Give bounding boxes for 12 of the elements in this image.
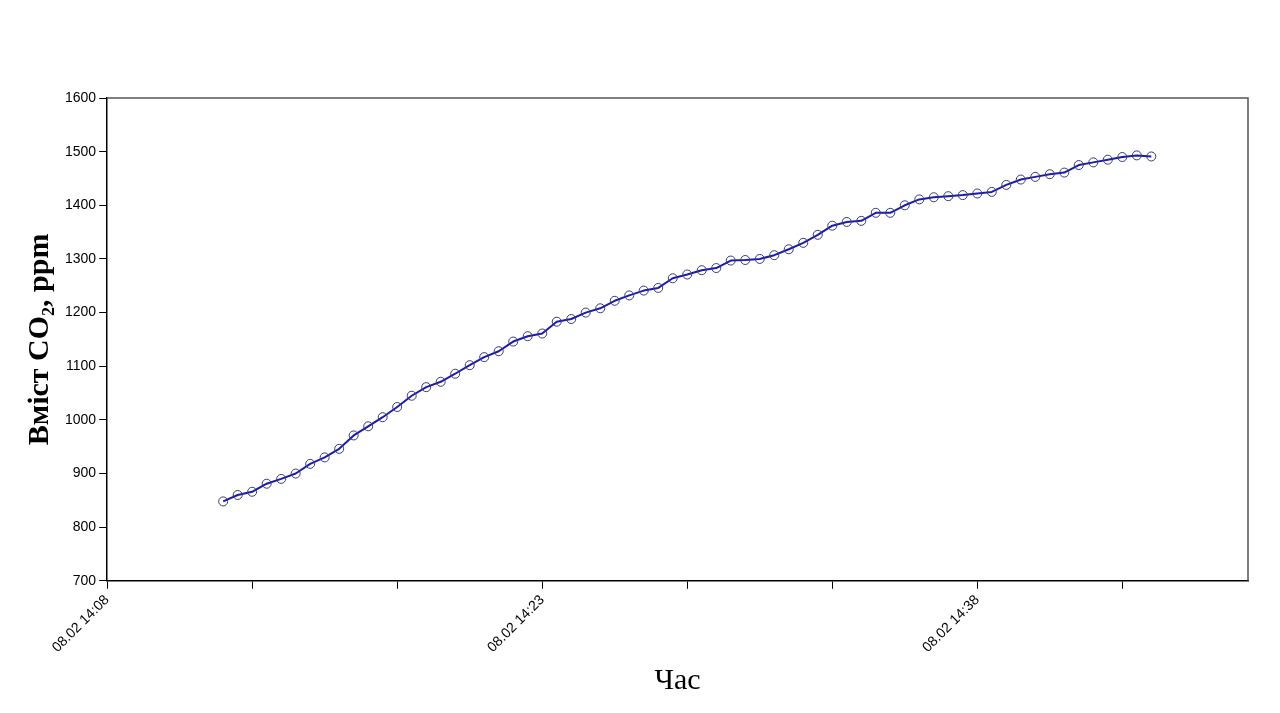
y-tick-label: 1600: [64, 88, 97, 105]
y-tick-label: 1500: [64, 142, 97, 159]
y-tick-label: 1400: [64, 196, 97, 213]
x-axis-title: Час: [654, 661, 701, 695]
y-tick-label: 700: [72, 571, 97, 588]
y-axis-title: Вміст CO₂, ppm: [20, 233, 54, 446]
y-tick-label: 1100: [66, 357, 97, 374]
y-tick-label: 1000: [64, 410, 97, 427]
y-tick-label: 1200: [64, 303, 97, 320]
y-tick-label: 800: [72, 518, 97, 535]
y-tick-label: 900: [72, 464, 97, 481]
y-tick-label: 1300: [64, 249, 97, 266]
